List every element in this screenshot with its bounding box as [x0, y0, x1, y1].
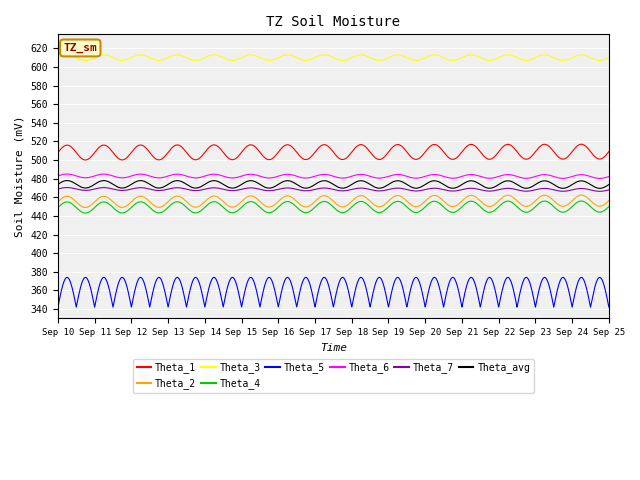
Line: Theta_avg: Theta_avg: [58, 180, 609, 188]
Theta_3: [63, 52, 71, 58]
Theta_4: [387, 202, 395, 207]
Theta_avg: [54, 181, 61, 187]
Theta_5: [397, 279, 404, 285]
Line: Theta_7: Theta_7: [58, 188, 609, 192]
Theta_3: [208, 52, 216, 58]
Theta_4: [577, 198, 585, 204]
Theta_6: [208, 171, 216, 177]
Theta_2: [82, 204, 90, 210]
Theta_1: [577, 141, 585, 147]
Theta_1: [387, 146, 395, 152]
X-axis label: Time: Time: [320, 343, 347, 353]
Theta_7: [605, 187, 612, 193]
Theta_4: [397, 199, 404, 205]
Y-axis label: Soil Moisture (mV): Soil Moisture (mV): [15, 116, 25, 237]
Theta_3: [596, 58, 604, 63]
Theta_2: [577, 192, 585, 198]
Theta_1: [605, 149, 612, 155]
Theta_3: [397, 52, 404, 58]
Theta_4: [605, 204, 612, 209]
Theta_7: [54, 186, 61, 192]
Theta_3: [605, 55, 612, 60]
Theta_4: [553, 206, 561, 212]
Theta_2: [172, 193, 180, 199]
Title: TZ Soil Moisture: TZ Soil Moisture: [266, 15, 401, 29]
Text: TZ_sm: TZ_sm: [63, 43, 97, 53]
Theta_3: [54, 55, 61, 60]
Theta_2: [397, 193, 404, 199]
Line: Theta_4: Theta_4: [58, 201, 609, 213]
Theta_6: [63, 171, 71, 177]
Theta_3: [172, 52, 180, 58]
Theta_6: [387, 173, 395, 179]
Theta_7: [172, 185, 180, 191]
Theta_3: [605, 55, 612, 60]
Theta_4: [54, 204, 61, 210]
Legend: Theta_1, Theta_2, Theta_3, Theta_4, Theta_5, Theta_6, Theta_7, Theta_avg: Theta_1, Theta_2, Theta_3, Theta_4, Thet…: [132, 359, 534, 393]
Theta_7: [397, 185, 404, 191]
Theta_7: [605, 187, 612, 193]
Theta_avg: [387, 180, 395, 186]
Line: Theta_2: Theta_2: [58, 195, 609, 207]
Line: Theta_3: Theta_3: [58, 55, 609, 60]
Theta_6: [397, 172, 404, 178]
Theta_avg: [605, 182, 612, 188]
Theta_2: [553, 201, 561, 206]
Line: Theta_6: Theta_6: [58, 174, 609, 179]
Theta_3: [387, 53, 395, 59]
Theta_4: [208, 199, 216, 205]
Theta_6: [172, 171, 180, 177]
Theta_5: [63, 275, 71, 280]
Theta_1: [172, 142, 180, 148]
Theta_5: [54, 304, 61, 310]
Line: Theta_5: Theta_5: [58, 277, 609, 307]
Theta_avg: [596, 185, 604, 191]
Theta_2: [387, 196, 395, 202]
Theta_4: [605, 204, 612, 210]
Theta_4: [172, 199, 180, 205]
Theta_6: [605, 174, 612, 180]
Theta_avg: [553, 183, 561, 189]
Theta_2: [208, 193, 216, 199]
Theta_7: [387, 186, 395, 192]
Theta_5: [172, 275, 180, 281]
Theta_2: [54, 199, 61, 205]
Theta_7: [596, 189, 604, 194]
Theta_1: [397, 143, 404, 148]
Theta_1: [82, 157, 90, 163]
Theta_5: [553, 290, 561, 296]
Theta_5: [605, 304, 612, 310]
Theta_avg: [63, 178, 71, 183]
Theta_4: [82, 210, 90, 216]
Theta_avg: [208, 178, 216, 184]
Theta_6: [596, 176, 604, 181]
Line: Theta_1: Theta_1: [58, 144, 609, 160]
Theta_2: [605, 198, 612, 204]
Theta_6: [553, 175, 561, 180]
Theta_5: [605, 303, 612, 309]
Theta_1: [54, 150, 61, 156]
Theta_1: [208, 143, 216, 148]
Theta_6: [54, 173, 61, 179]
Theta_5: [387, 291, 395, 297]
Theta_7: [208, 185, 216, 191]
Theta_avg: [397, 179, 404, 184]
Theta_1: [605, 149, 612, 155]
Theta_avg: [172, 178, 180, 183]
Theta_7: [553, 188, 561, 193]
Theta_avg: [605, 182, 612, 188]
Theta_5: [208, 276, 216, 282]
Theta_2: [605, 198, 612, 204]
Theta_1: [553, 152, 561, 158]
Theta_7: [63, 185, 71, 191]
Theta_3: [553, 56, 561, 62]
Theta_6: [605, 174, 612, 180]
